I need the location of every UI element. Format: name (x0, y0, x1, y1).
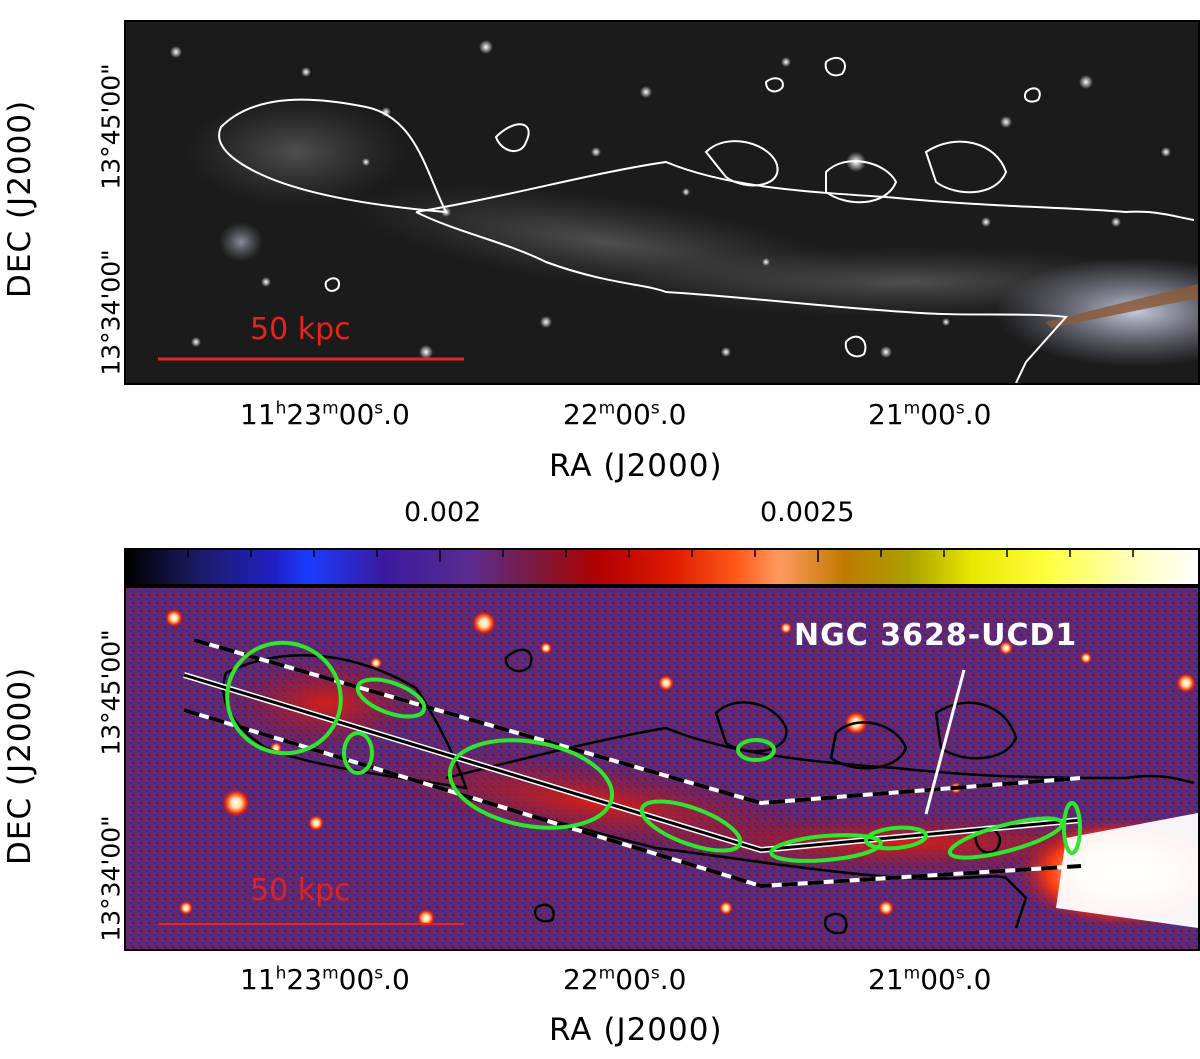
colorbar-ticks (187, 550, 1134, 562)
top-optical-image-panel: 50 kpc (124, 20, 1200, 385)
bottom-x-tick-2: 22m00s.0 (563, 963, 687, 996)
bottom-y-tick-upper: 13°45'00" (96, 629, 126, 756)
bottom-x-axis-label: RA (J2000) (549, 1012, 723, 1048)
ucd-annotation-label: NGC 3628-UCD1 (794, 618, 1078, 653)
top-x-axis-label: RA (J2000) (549, 448, 723, 484)
colorbar (124, 548, 1200, 586)
bottom-false-color-image (126, 588, 1198, 949)
top-x-tick-2: 22m00s.0 (563, 398, 687, 431)
top-scale-bar-label: 50 kpc (250, 312, 351, 347)
bottom-x-tick-3: 21m00s.0 (868, 963, 992, 996)
bottom-false-color-panel: 50 kpc NGC 3628-UCD1 (124, 586, 1200, 951)
top-x-tick-1: 11h23m00s.0 (240, 398, 410, 431)
top-x-tick-3: 21m00s.0 (868, 398, 992, 431)
bottom-scale-bar-label: 50 kpc (250, 873, 351, 908)
top-y-axis-label: DEC (J2000) (2, 99, 38, 298)
top-optical-image (158, 40, 1198, 383)
bottom-x-tick-1: 11h23m00s.0 (240, 963, 410, 996)
bottom-y-tick-lower: 13°34'00" (96, 815, 126, 942)
colorbar-tick-low: 0.002 (404, 497, 482, 528)
bottom-y-axis-label: DEC (J2000) (2, 666, 38, 865)
top-y-tick-lower: 13°34'00" (96, 249, 126, 376)
colorbar-tick-high: 0.0025 (760, 497, 855, 528)
top-y-tick-upper: 13°45'00" (96, 63, 126, 190)
